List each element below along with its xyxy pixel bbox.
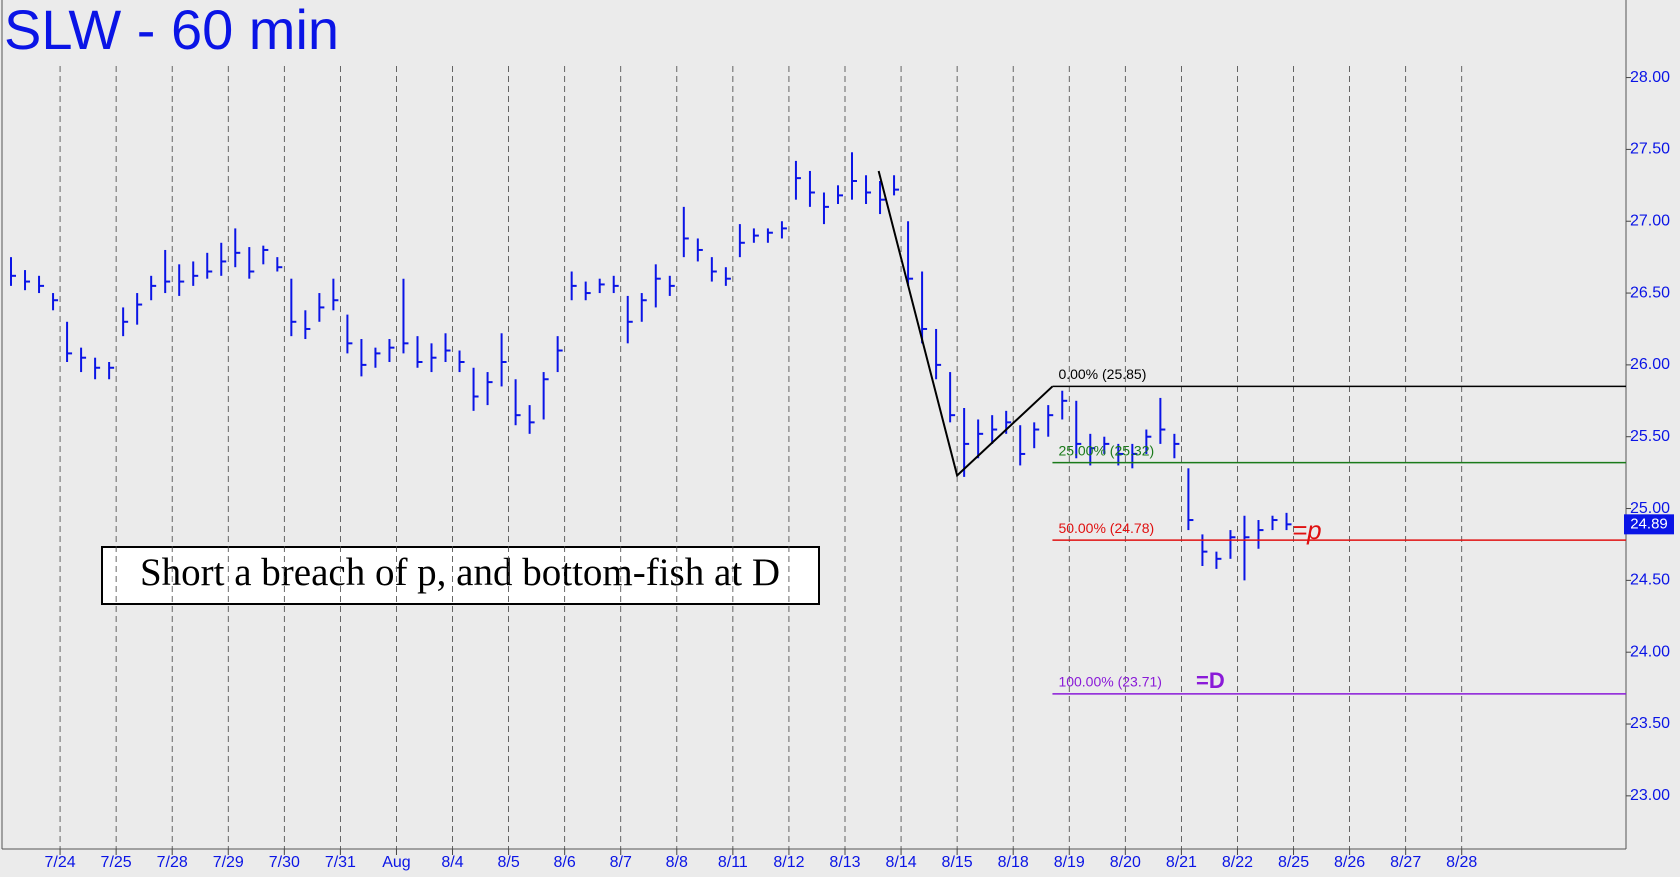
x-tick-label: 7/28 [157, 854, 188, 871]
x-tick-label: 8/21 [1166, 854, 1197, 871]
note-d: =D [1196, 668, 1225, 693]
x-tick-label: 7/24 [44, 854, 75, 871]
y-tick-label: 25.00 [1630, 500, 1670, 517]
y-tick-label: 23.50 [1630, 715, 1670, 732]
x-tick-label: 8/8 [666, 854, 688, 871]
x-tick-label: 8/22 [1222, 854, 1253, 871]
x-tick-label: 8/25 [1278, 854, 1309, 871]
x-tick-label: 8/19 [1054, 854, 1085, 871]
chart-title: SLW - 60 min [4, 0, 339, 61]
level-label: 100.00% (23.71) [1058, 674, 1162, 690]
annotation-text: Short a breach of p, and bottom-fish at … [140, 551, 780, 594]
x-tick-label: 8/15 [942, 854, 973, 871]
x-tick-label: 8/14 [885, 854, 916, 871]
x-tick-label: 8/6 [554, 854, 576, 871]
annotation-box [101, 546, 820, 605]
level-label: 50.00% (24.78) [1058, 520, 1154, 536]
x-tick-label: 8/7 [610, 854, 632, 871]
x-tick-label: 8/20 [1110, 854, 1141, 871]
y-tick-label: 24.00 [1630, 643, 1670, 660]
last-price-label: 24.89 [1630, 515, 1668, 532]
x-tick-label: 7/30 [269, 854, 300, 871]
x-tick-label: 7/25 [101, 854, 132, 871]
x-tick-label: 8/5 [497, 854, 519, 871]
level-label: 25.00% (25.32) [1058, 442, 1154, 458]
y-tick-label: 26.50 [1630, 284, 1670, 301]
y-tick-label: 23.00 [1630, 787, 1670, 804]
x-tick-label: 8/28 [1446, 854, 1477, 871]
level-label: 0.00% (25.85) [1058, 366, 1146, 382]
last-price-box [1624, 514, 1674, 535]
y-tick-label: 28.00 [1630, 69, 1670, 86]
y-tick-label: 26.00 [1630, 356, 1670, 373]
x-tick-label: 7/29 [213, 854, 244, 871]
x-tick-label: 8/4 [441, 854, 463, 871]
y-tick-label: 24.50 [1630, 572, 1670, 589]
pattern-line [877, 170, 1054, 478]
y-tick-label: 25.50 [1630, 428, 1670, 445]
y-tick-label: 27.00 [1630, 212, 1670, 229]
x-tick-label: 8/27 [1390, 854, 1421, 871]
x-tick-label: 8/11 [718, 854, 748, 871]
x-tick-label: 8/18 [998, 854, 1029, 871]
x-tick-label: 8/13 [829, 854, 860, 871]
x-tick-label: 8/26 [1334, 854, 1365, 871]
x-tick-label: 7/31 [325, 854, 356, 871]
x-tick-label: 8/12 [773, 854, 804, 871]
x-tick-label: Aug [382, 854, 410, 871]
y-tick-label: 27.50 [1630, 141, 1670, 158]
